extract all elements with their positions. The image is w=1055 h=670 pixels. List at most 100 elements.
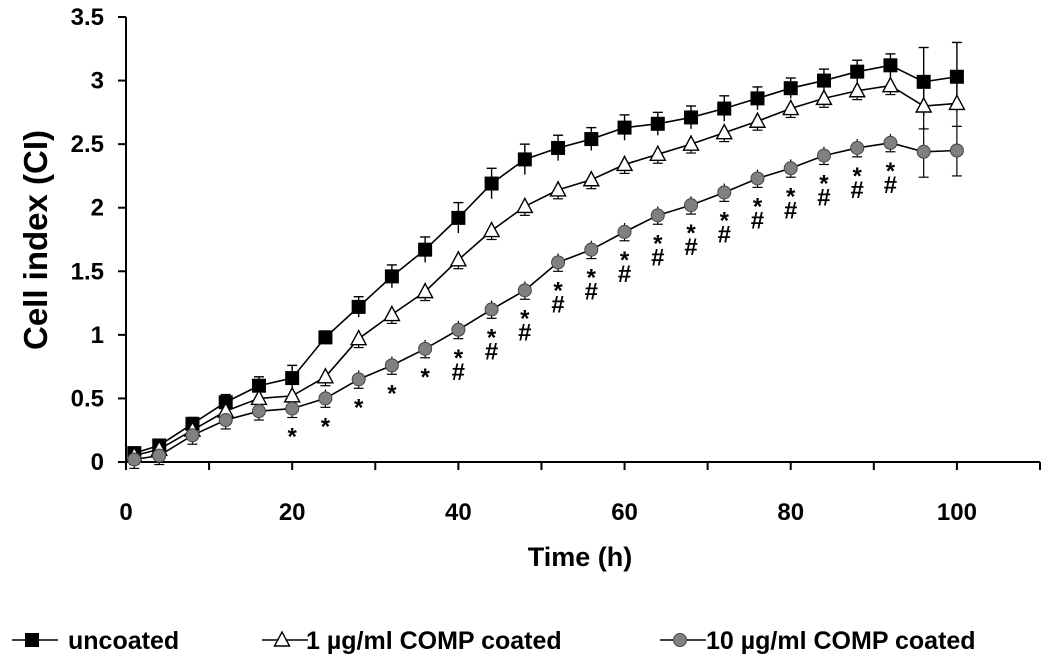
legend-label: uncoated bbox=[68, 627, 179, 655]
asterisk-annotation: * bbox=[653, 230, 663, 257]
asterisk-annotation: * bbox=[420, 364, 430, 391]
circle-marker bbox=[251, 404, 266, 419]
circle-marker bbox=[185, 428, 200, 443]
square-marker bbox=[451, 210, 466, 225]
triangle-marker bbox=[915, 96, 933, 113]
hash-annotation: # bbox=[851, 177, 864, 204]
triangle-marker bbox=[582, 170, 600, 187]
hash-annotation: # bbox=[718, 221, 731, 248]
hash-annotation: # bbox=[684, 234, 697, 261]
circle-marker bbox=[949, 143, 964, 158]
legend-label: 1 µg/ml COMP coated bbox=[306, 627, 562, 655]
hash-annotation: # bbox=[518, 319, 531, 346]
circle-marker bbox=[218, 413, 233, 428]
asterisk-annotation: * bbox=[354, 394, 364, 421]
square-marker bbox=[883, 58, 898, 73]
asterisk-annotation: * bbox=[886, 158, 896, 185]
y-tick-label: 1.5 bbox=[71, 258, 104, 285]
asterisk-annotation: * bbox=[786, 183, 796, 210]
asterisk-annotation: * bbox=[620, 247, 630, 274]
circle-marker bbox=[750, 171, 765, 186]
triangle-marker bbox=[881, 76, 900, 93]
asterisk-annotation: * bbox=[288, 424, 298, 451]
triangle-marker bbox=[273, 630, 291, 647]
square-marker bbox=[351, 299, 366, 314]
x-tick-label: 20 bbox=[279, 499, 306, 526]
circle-marker bbox=[850, 140, 865, 155]
x-tick-label: 0 bbox=[119, 499, 132, 526]
hash-annotation: # bbox=[817, 185, 830, 212]
square-marker bbox=[418, 242, 433, 257]
circle-marker bbox=[551, 255, 566, 270]
square-marker bbox=[816, 73, 831, 88]
square-marker bbox=[384, 269, 399, 284]
circle-marker bbox=[384, 358, 399, 373]
asterisk-annotation: * bbox=[819, 171, 829, 198]
circle-marker bbox=[684, 198, 699, 213]
y-tick-label: 3.5 bbox=[71, 4, 104, 31]
square-marker bbox=[584, 132, 599, 147]
circle-marker bbox=[517, 283, 532, 298]
triangle-marker bbox=[715, 123, 733, 140]
y-tick-label: 0.5 bbox=[71, 385, 104, 412]
circle-marker bbox=[351, 372, 366, 387]
square-marker bbox=[783, 81, 798, 96]
square-marker bbox=[717, 101, 732, 116]
triangle-marker bbox=[815, 88, 833, 106]
square-marker bbox=[617, 120, 632, 135]
x-axis-title: Time (h) bbox=[528, 542, 633, 572]
circle-marker bbox=[816, 148, 831, 163]
triangle-marker bbox=[948, 93, 966, 111]
circle-marker bbox=[152, 448, 167, 463]
y-tick-label: 2.5 bbox=[71, 131, 104, 158]
triangle-marker bbox=[349, 329, 368, 346]
legend-label: 10 µg/ml COMP coated bbox=[706, 627, 976, 655]
square-marker bbox=[684, 110, 699, 125]
triangle-marker bbox=[383, 305, 401, 322]
square-marker bbox=[650, 116, 665, 131]
asterisk-annotation: * bbox=[853, 163, 863, 190]
asterisk-annotation: * bbox=[520, 305, 530, 332]
asterisk-annotation: * bbox=[587, 265, 597, 292]
asterisk-annotation: * bbox=[720, 207, 730, 234]
y-tick-label: 3 bbox=[91, 68, 104, 95]
square-marker bbox=[484, 176, 499, 191]
circle-marker bbox=[584, 242, 599, 257]
triangle-marker bbox=[283, 386, 301, 403]
circle-marker bbox=[418, 341, 433, 356]
asterisk-annotation: * bbox=[321, 413, 331, 440]
square-marker bbox=[750, 91, 765, 106]
circle-marker bbox=[916, 144, 931, 159]
asterisk-annotation: * bbox=[454, 345, 464, 372]
square-marker bbox=[517, 152, 532, 167]
triangle-marker bbox=[449, 250, 468, 267]
hash-annotation: # bbox=[651, 244, 664, 271]
circle-marker bbox=[451, 322, 466, 337]
triangle-marker bbox=[549, 180, 567, 197]
circle-marker bbox=[650, 208, 665, 223]
y-tick-label: 2 bbox=[91, 195, 104, 222]
series-markers bbox=[125, 58, 966, 467]
circle-marker bbox=[717, 185, 732, 200]
triangle-marker bbox=[748, 111, 767, 128]
circle-marker bbox=[673, 633, 687, 647]
hash-annotation: # bbox=[618, 261, 631, 288]
triangle-marker bbox=[615, 155, 634, 172]
significance-annotations: * *****#*#*#*#*#*#*#*#*#*#*#*#*#*# bbox=[288, 158, 898, 451]
asterisk-annotation: * bbox=[753, 193, 763, 220]
square-marker bbox=[949, 69, 964, 84]
asterisk-annotation: * bbox=[387, 380, 397, 407]
axes: 0 20 40 60 80 100 0 0.5 1 1.5 2 2.5 3 3.5 bbox=[71, 4, 1041, 526]
asterisk-annotation: * bbox=[553, 277, 563, 304]
triangle-marker bbox=[649, 144, 667, 162]
triangle-marker bbox=[416, 282, 434, 299]
square-marker bbox=[251, 378, 266, 393]
triangle-marker bbox=[682, 134, 700, 151]
triangle-marker bbox=[316, 367, 335, 384]
hash-annotation: # bbox=[585, 279, 598, 306]
y-tick-label: 1 bbox=[91, 322, 104, 349]
x-tick-label: 40 bbox=[445, 499, 472, 526]
square-marker bbox=[25, 633, 39, 647]
triangle-marker bbox=[848, 81, 866, 98]
